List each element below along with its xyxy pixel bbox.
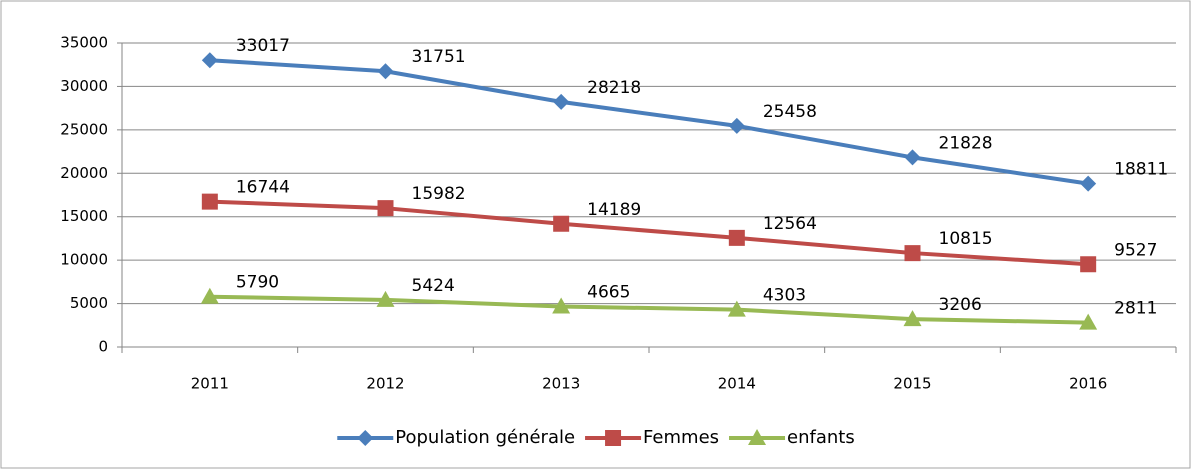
y-tick-label: 25000 [60, 120, 108, 138]
data-label: 15982 [412, 184, 466, 204]
legend: Population générale Femmes enfants [337, 427, 855, 448]
data-label: 16744 [236, 178, 290, 198]
marker [605, 430, 622, 446]
marker [903, 310, 922, 327]
data-label: 4303 [763, 286, 806, 306]
marker [376, 290, 395, 307]
x-tick-label: 2012 [366, 375, 404, 393]
marker [728, 229, 745, 246]
marker [552, 297, 571, 314]
x-tick-label: 2011 [191, 375, 229, 393]
marker [1080, 175, 1097, 192]
data-label: 33017 [236, 36, 290, 56]
marker [1080, 256, 1097, 273]
marker [377, 200, 394, 217]
data-label: 31751 [412, 47, 466, 67]
marker [904, 245, 921, 262]
x-tick-label: 2014 [718, 375, 756, 393]
data-label: 12564 [763, 214, 817, 234]
y-tick-label: 0 [98, 338, 108, 356]
marker [904, 149, 921, 166]
x-tick-label: 2016 [1069, 375, 1107, 393]
marker [201, 52, 218, 69]
data-label: 25458 [763, 102, 817, 122]
data-label: 28218 [587, 78, 641, 98]
legend-label: enfants [787, 427, 855, 448]
marker [200, 287, 219, 304]
series-line [209, 199, 1089, 267]
x-tick-label: 2015 [893, 375, 931, 393]
marker [727, 300, 746, 317]
data-label: 3206 [939, 295, 982, 315]
data-label: 21828 [939, 133, 993, 153]
y-tick-label: 30000 [60, 77, 108, 95]
series-line [209, 294, 1089, 325]
marker [553, 93, 570, 110]
marker [1079, 313, 1098, 330]
y-tick-label: 20000 [60, 164, 108, 182]
x-tick-label: 2013 [542, 375, 580, 393]
data-label: 4665 [587, 282, 630, 302]
data-label: 5424 [412, 276, 455, 296]
data-label: 10815 [939, 229, 993, 249]
marker [357, 430, 374, 446]
y-tick-label: 15000 [60, 207, 108, 225]
marker [728, 117, 745, 134]
data-label: 5790 [236, 273, 279, 293]
series-line [209, 58, 1089, 186]
legend-label: Population générale [395, 427, 575, 448]
marker [553, 215, 570, 232]
y-tick-label: 10000 [60, 251, 108, 269]
marker [377, 63, 394, 80]
data-label: 18811 [1114, 160, 1168, 180]
marker [201, 193, 218, 210]
data-label: 2811 [1114, 299, 1157, 319]
y-tick-label: 5000 [70, 294, 108, 312]
y-tick-label: 35000 [60, 34, 108, 52]
data-label: 9527 [1114, 240, 1157, 260]
legend-label: Femmes [643, 427, 719, 448]
data-label: 14189 [587, 200, 641, 220]
marker [748, 429, 767, 445]
